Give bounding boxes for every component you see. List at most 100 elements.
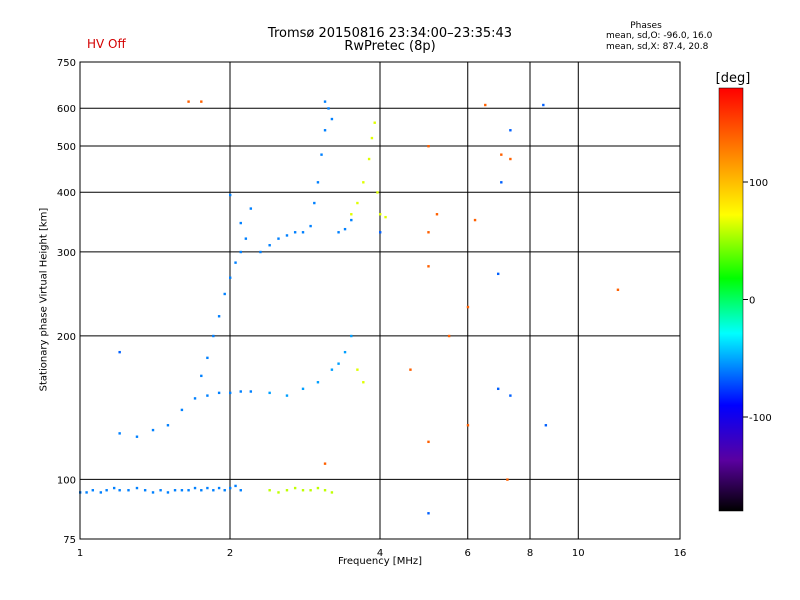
data-point (259, 250, 262, 254)
data-point (427, 512, 430, 515)
data-point (301, 489, 305, 492)
data-point (544, 424, 548, 427)
data-point (427, 144, 430, 148)
y-tick-label: 500 (57, 142, 76, 153)
data-point (206, 486, 209, 490)
data-point (293, 231, 297, 234)
colorbar-tick-label: -100 (749, 413, 772, 424)
data-point (316, 486, 320, 490)
phase-stats-heading: Phases (630, 21, 662, 31)
phase-stats-o: mean, sd,O: -96.0, 16.0 (606, 31, 713, 41)
data-point (330, 491, 334, 494)
data-point (268, 489, 271, 492)
data-point (509, 157, 512, 161)
data-point (466, 305, 470, 309)
data-point (500, 153, 503, 156)
x-tick-label: 10 (572, 548, 585, 559)
data-point (323, 100, 327, 103)
phase-stats-x: mean, sd,X: 87.4, 20.8 (606, 42, 709, 52)
y-tick-label: 75 (63, 535, 76, 546)
data-point (212, 489, 215, 492)
data-point (206, 394, 209, 397)
x-tick-label: 4 (377, 548, 383, 559)
y-tick-label: 100 (57, 475, 76, 486)
data-point (343, 350, 347, 354)
y-tick-label: 200 (57, 332, 76, 343)
data-point (337, 362, 340, 365)
data-point (496, 387, 500, 391)
colorbar-tick-label: 0 (749, 296, 755, 307)
data-point (500, 181, 503, 184)
y-tick-label: 400 (57, 188, 76, 199)
data-point (173, 489, 177, 492)
data-point (285, 234, 289, 237)
data-point (166, 491, 170, 494)
data-point (229, 193, 232, 197)
data-point (193, 397, 197, 400)
data-point (217, 486, 221, 490)
x-tick-labels: 1 2 4 6 8 10 16 (77, 548, 687, 559)
data-point (268, 391, 271, 395)
data-point (309, 224, 312, 228)
data-point (234, 484, 237, 488)
colorbar-ticks: 100 0 -100 (743, 178, 772, 424)
data-point (249, 207, 253, 210)
data-point (118, 350, 121, 354)
data-point (542, 103, 545, 107)
data-point (244, 237, 248, 240)
data-point (180, 489, 184, 492)
data-point (217, 391, 221, 395)
data-point (509, 394, 512, 397)
colorbar-label: [deg] (716, 71, 751, 86)
data-point (229, 486, 232, 490)
data-point (350, 218, 353, 222)
data-point (118, 489, 121, 492)
data-point (350, 334, 353, 338)
data-point (200, 374, 203, 378)
data-point (316, 181, 320, 184)
data-point (301, 231, 305, 234)
x-tick-label: 1 (77, 548, 83, 559)
data-point (200, 100, 203, 103)
data-point (323, 129, 327, 132)
data-point (229, 391, 232, 395)
data-point (309, 489, 312, 492)
data-point (506, 478, 509, 481)
x-tick-label: 8 (527, 548, 533, 559)
data-point (379, 231, 382, 234)
data-point (239, 390, 242, 393)
data-point (166, 424, 170, 427)
x-tick-label: 2 (227, 548, 233, 559)
data-point (135, 435, 139, 438)
data-point (105, 489, 108, 492)
y-tick-label: 300 (57, 248, 76, 259)
data-point (277, 237, 280, 240)
data-point (616, 288, 620, 291)
data-point (447, 334, 451, 338)
x-tick-label: 16 (674, 548, 687, 559)
data-point (427, 231, 430, 234)
data-point (427, 440, 430, 444)
data-point (151, 428, 155, 432)
data-point (362, 381, 365, 384)
data-point (496, 272, 500, 276)
data-point (151, 491, 155, 494)
data-point (356, 368, 359, 371)
data-point (301, 387, 305, 391)
data-point (356, 201, 359, 205)
data-point (427, 265, 430, 268)
data-point (473, 218, 477, 222)
data-point (384, 215, 387, 219)
data-point (239, 250, 242, 254)
data-point (370, 136, 374, 140)
data-point (327, 107, 330, 110)
data-point (143, 489, 147, 492)
data-point (187, 100, 190, 103)
data-point (212, 334, 215, 338)
data-point (435, 213, 439, 216)
data-point (85, 491, 88, 494)
data-point (337, 231, 340, 234)
chart-subtitle: RwPretec (8p) (344, 39, 436, 54)
data-point (118, 432, 121, 435)
